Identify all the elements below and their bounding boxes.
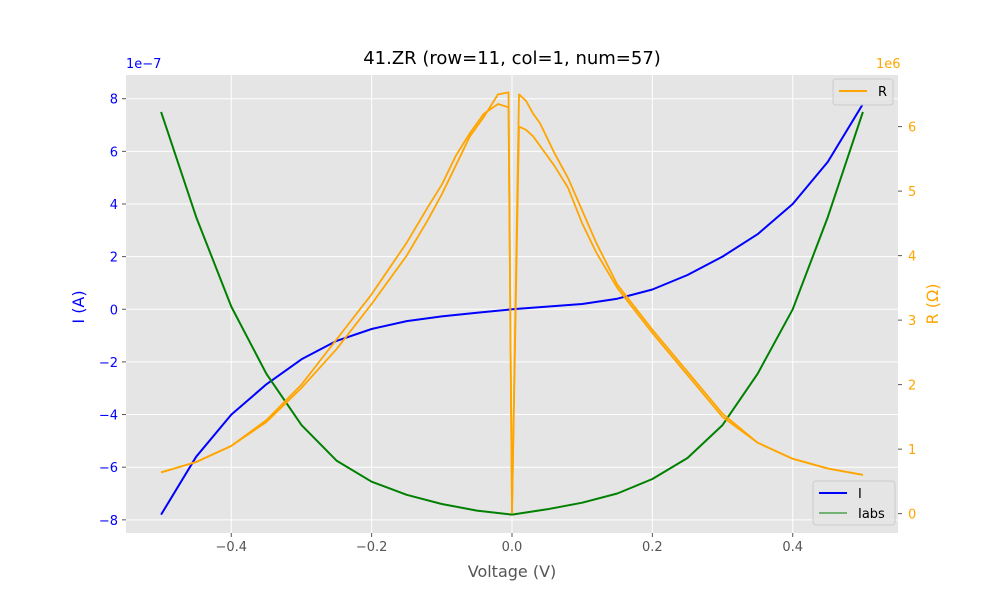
- left-tick-label: 0: [110, 303, 118, 318]
- legend-iabs-label: Iabs: [858, 507, 885, 522]
- right-axis-multiplier: 1e6: [876, 57, 901, 72]
- left-tick-label: −6: [99, 461, 118, 476]
- right-tick-label: 2: [908, 379, 916, 394]
- series-line-r: [160, 103, 513, 514]
- right-tick-label: 6: [908, 121, 916, 136]
- series-line-i: [160, 103, 864, 516]
- x-tick-label: 0.2: [642, 540, 663, 555]
- legend-r: R: [832, 78, 894, 106]
- left-tick-label: 8: [110, 93, 118, 108]
- legend-i-label: I: [858, 487, 862, 502]
- x-axis-ticks: −0.4 −0.2 0.0 0.2 0.4: [215, 533, 803, 555]
- left-axis-label: I (A): [69, 290, 88, 323]
- left-tick-label: 4: [110, 198, 118, 213]
- left-axis-ticks: −8 −6 −4 −2 0 2 4 6 8: [99, 93, 126, 529]
- legend-i-iabs: I Iabs: [812, 480, 896, 526]
- series-layer: [160, 91, 864, 516]
- series-line-r: [511, 125, 864, 514]
- right-tick-label: 1: [908, 443, 916, 458]
- left-tick-label: −4: [99, 409, 118, 424]
- left-tick-label: −2: [99, 356, 118, 371]
- legend-r-label: R: [878, 85, 887, 100]
- right-axis-ticks: 0 1 2 3 4 5 6: [898, 121, 916, 523]
- right-tick-label: 3: [908, 314, 916, 329]
- left-tick-label: 6: [110, 145, 118, 160]
- right-tick-label: 4: [908, 250, 916, 265]
- x-tick-label: 0.4: [782, 540, 803, 555]
- chart-title: 41.ZR (row=11, col=1, num=57): [363, 48, 661, 69]
- right-tick-label: 0: [908, 508, 916, 523]
- x-tick-label: −0.2: [356, 540, 388, 555]
- left-axis-multiplier: 1e−7: [126, 57, 161, 72]
- x-tick-label: 0.0: [502, 540, 523, 555]
- x-axis-label: Voltage (V): [468, 562, 557, 581]
- left-tick-label: 2: [110, 251, 118, 266]
- right-tick-label: 5: [908, 185, 916, 200]
- left-tick-label: −8: [99, 514, 118, 529]
- x-tick-label: −0.4: [215, 540, 247, 555]
- series-line-iabs: [160, 111, 864, 516]
- right-axis-label: R (Ω): [923, 284, 942, 325]
